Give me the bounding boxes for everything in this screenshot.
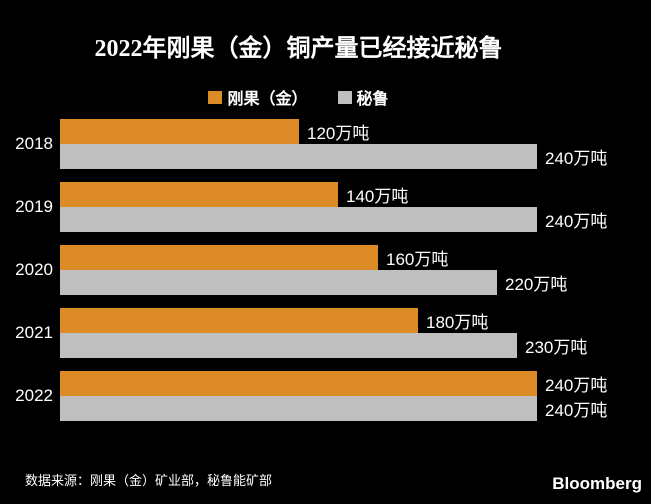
bar-peru [60, 270, 497, 295]
bar-group-2019: 2019 140万吨 240万吨 [0, 182, 651, 232]
plot-area: 2018 120万吨 240万吨 2019 140万吨 240万吨 2020 160万吨 220… [0, 119, 651, 434]
legend-swatch-congo [208, 90, 223, 104]
value-label: 240万吨 [545, 401, 608, 420]
bar-row: 160万吨 [60, 245, 651, 270]
source-note: 数据来源：刚果（金）矿业部，秘鲁能矿部 [25, 473, 273, 488]
bar-congo [60, 182, 338, 207]
bar-row: 220万吨 [60, 270, 651, 295]
bars: 160万吨 220万吨 [60, 245, 651, 295]
legend-swatch-peru [337, 90, 352, 104]
value-label: 240万吨 [545, 376, 608, 395]
bar-row: 180万吨 [60, 308, 651, 333]
year-label: 2022 [15, 386, 53, 405]
value-label: 140万吨 [346, 187, 409, 206]
value-label: 180万吨 [426, 313, 489, 332]
value-label: 160万吨 [386, 250, 449, 269]
bar-congo [60, 371, 537, 396]
legend-label-peru: 秘鲁 [356, 91, 389, 108]
value-label: 120万吨 [307, 124, 370, 143]
bar-row: 240万吨 [60, 144, 651, 169]
bar-row: 230万吨 [60, 333, 651, 358]
bars: 120万吨 240万吨 [60, 119, 651, 169]
value-label: 240万吨 [545, 212, 608, 231]
bar-peru [60, 144, 537, 169]
bar-row: 240万吨 [60, 371, 651, 396]
bars: 240万吨 240万吨 [60, 371, 651, 421]
bar-peru [60, 333, 517, 358]
year-label: 2021 [15, 323, 53, 342]
bar-row: 140万吨 [60, 182, 651, 207]
bar-row: 240万吨 [60, 207, 651, 232]
legend: 刚果（金） 秘鲁 [60, 85, 537, 109]
year-label: 2020 [15, 260, 53, 279]
year-label: 2018 [15, 134, 53, 153]
year-label: 2019 [15, 197, 53, 216]
bar-peru [60, 207, 537, 232]
bar-congo [60, 245, 378, 270]
bar-congo [60, 119, 299, 144]
bars: 180万吨 230万吨 [60, 308, 651, 358]
bar-row: 240万吨 [60, 396, 651, 421]
bar-peru [60, 396, 537, 421]
legend-item-peru: 秘鲁 [337, 85, 389, 109]
value-label: 220万吨 [505, 275, 568, 294]
bloomberg-logo: Bloomberg [552, 474, 642, 493]
bar-group-2018: 2018 120万吨 240万吨 [0, 119, 651, 169]
bar-row: 120万吨 [60, 119, 651, 144]
bar-group-2022: 2022 240万吨 240万吨 [0, 371, 651, 421]
legend-item-congo: 刚果（金） [208, 85, 308, 109]
value-label: 240万吨 [545, 149, 608, 168]
bar-group-2021: 2021 180万吨 230万吨 [0, 308, 651, 358]
bar-congo [60, 308, 418, 333]
bars: 140万吨 240万吨 [60, 182, 651, 232]
bar-group-2020: 2020 160万吨 220万吨 [0, 245, 651, 295]
chart-title: 2022年刚果（金）铜产量已经接近秘鲁 [94, 36, 503, 62]
value-label: 230万吨 [525, 338, 588, 357]
legend-label-congo: 刚果（金） [227, 91, 308, 108]
